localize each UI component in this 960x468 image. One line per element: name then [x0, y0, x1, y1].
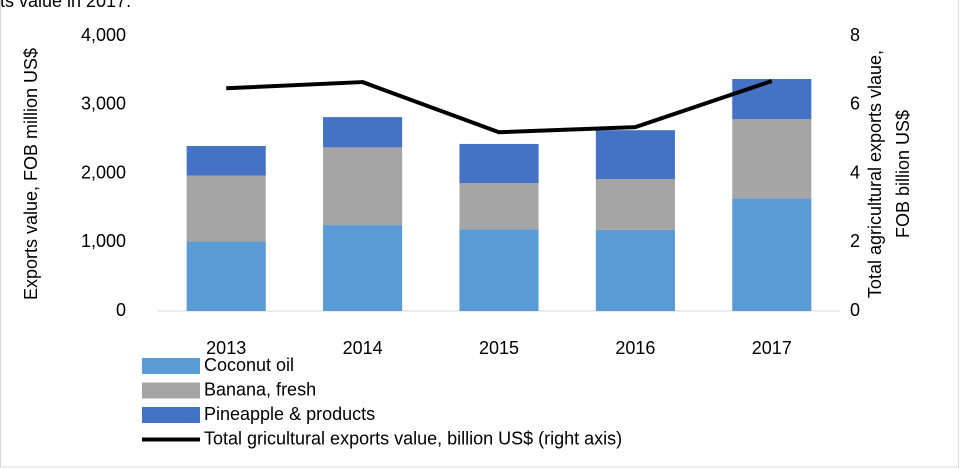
caption: rts value in 2017.: [0, 0, 131, 11]
y2-tick-label: 4: [850, 162, 860, 182]
bar-segment: [732, 119, 812, 199]
bar-segment: [186, 241, 266, 311]
y-tick-label: 1,000: [81, 231, 126, 251]
legend-label: Total gricultural exports value, billion…: [204, 428, 622, 448]
bar-segment: [595, 229, 675, 311]
bar-segment: [732, 78, 812, 120]
bar-segment: [732, 198, 812, 311]
y-tick-label: 2,000: [81, 162, 126, 182]
y-axis-title: Exports value, FOB million US$: [21, 48, 41, 300]
y2-tick-label: 0: [850, 300, 860, 320]
x-tick-label: 2017: [752, 338, 792, 358]
x-tick-label: 2013: [206, 338, 246, 358]
y-tick-label: 0: [116, 300, 126, 320]
line: [226, 79, 773, 135]
bar-segment: [186, 175, 266, 242]
bar-segment: [186, 146, 266, 176]
bar-segment: [323, 117, 403, 148]
bar-segment: [595, 179, 675, 230]
legend-label: Banana, fresh: [204, 379, 316, 399]
x-tick-label: 2014: [343, 338, 383, 358]
bar-segment: [459, 143, 539, 184]
legend-label: Coconut oil: [204, 355, 294, 375]
y2-tick-label: 8: [850, 25, 860, 45]
y2-tick-label: 6: [850, 94, 860, 114]
y-tick-label: 4,000: [81, 25, 126, 45]
bar-segment: [323, 147, 403, 226]
y2-axis-title: FOB billion US$: [893, 110, 913, 238]
legend-swatch: [142, 407, 200, 423]
y2-axis-title: Total agricultural exports vlaue,: [865, 50, 885, 298]
legend-swatch: [142, 358, 200, 374]
x-tick-label: 2016: [615, 338, 655, 358]
bar-segment: [459, 183, 539, 230]
legend-swatch: [142, 382, 200, 399]
legend-label: Pineapple & products: [204, 404, 375, 424]
x-tick-label: 2015: [479, 338, 519, 358]
bar-segment: [459, 229, 539, 311]
bar-segment: [323, 225, 403, 311]
y2-tick-label: 2: [850, 231, 860, 251]
bar-segment: [595, 130, 675, 179]
y-tick-label: 3,000: [81, 94, 126, 114]
